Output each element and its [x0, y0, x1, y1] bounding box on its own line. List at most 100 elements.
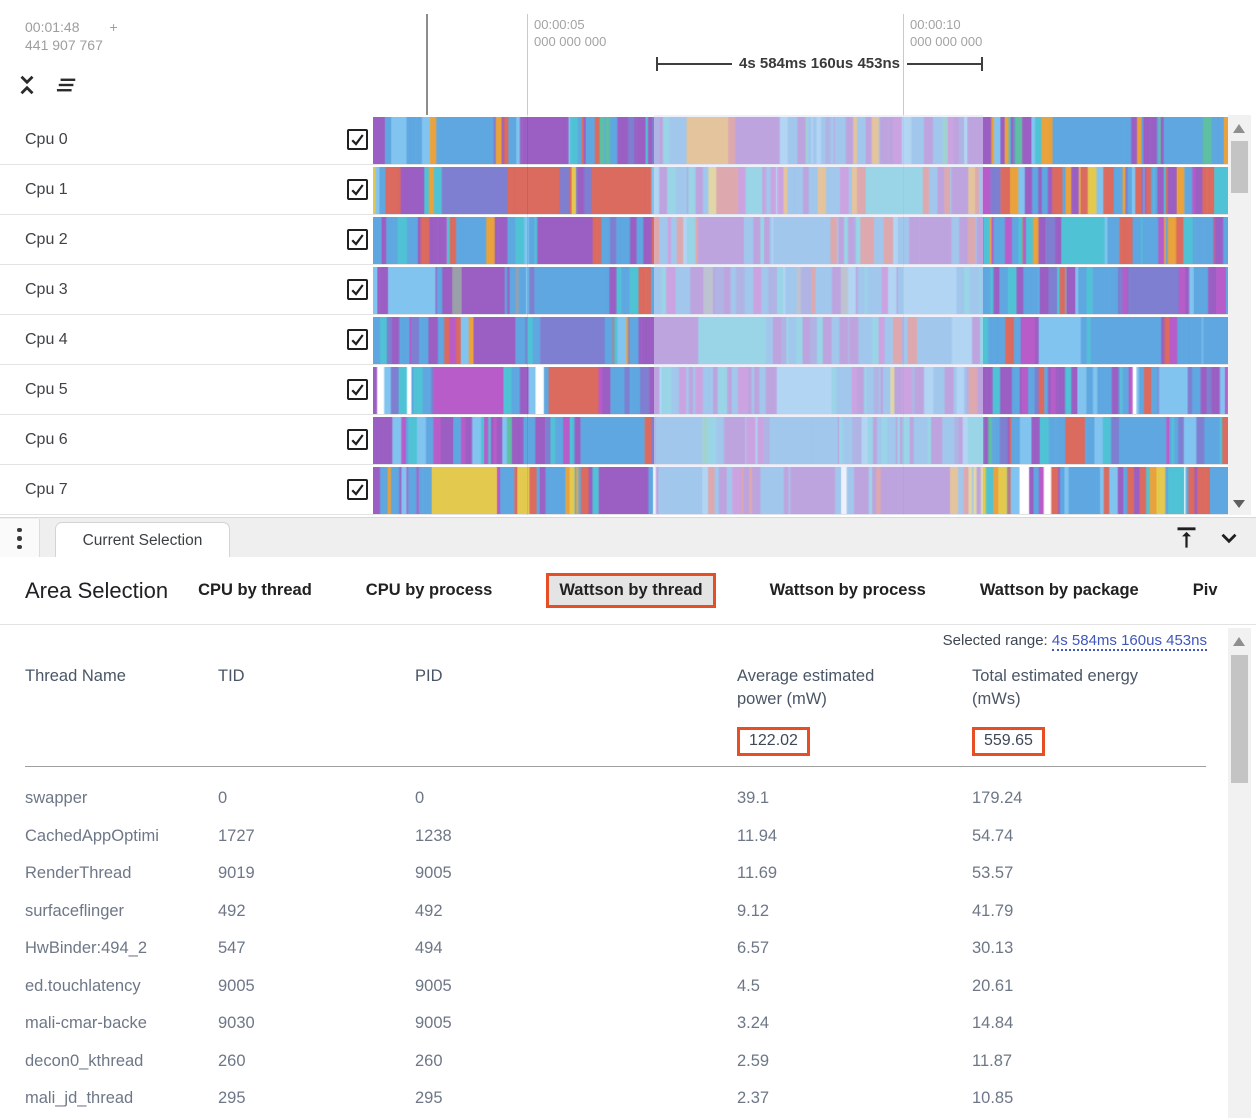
- tab-menu-button[interactable]: [0, 519, 40, 558]
- tab-label: Current Selection: [82, 531, 203, 549]
- origin-nanoseconds: 441 907 767: [25, 37, 103, 53]
- timeline-header: 00:01:48 + 441 907 767 00:00:05 000 000 00…: [0, 13, 1256, 115]
- col-pid[interactable]: PID: [415, 667, 443, 685]
- track-label: Cpu 0: [25, 130, 68, 148]
- col-thread-name[interactable]: Thread Name: [25, 667, 126, 685]
- selection-range-bracket: 4s 584ms 160us 453ns: [656, 55, 983, 72]
- col-avg-power[interactable]: Average estimated power (mW): [737, 667, 875, 708]
- scroll-up-arrow[interactable]: [1233, 637, 1245, 646]
- detail-tab-cpu-by-process[interactable]: CPU by process: [365, 581, 493, 599]
- checkmark-icon: [351, 484, 365, 496]
- table-row[interactable]: swapper 0 0 39.1 179.24: [25, 789, 1023, 808]
- cpu-track-canvas[interactable]: [373, 367, 1228, 414]
- track-row[interactable]: Cpu 2: [0, 215, 1228, 265]
- table-row[interactable]: mali-cmar-backe 9030 9005 3.24 14.84: [25, 1014, 1014, 1033]
- checkmark-icon: [351, 434, 365, 446]
- time-tick: 00:00:10 000 000 000: [903, 14, 982, 115]
- detail-tab-list: CPU by thread CPU by process Wattson by th…: [198, 573, 1218, 608]
- detail-tab-wattson-by-process[interactable]: Wattson by process: [769, 581, 926, 599]
- total-avg-power-value: 122.02: [737, 727, 810, 756]
- cpu-track-canvas[interactable]: [373, 217, 1228, 264]
- table-row[interactable]: decon0_kthread 260 260 2.59 11.87: [25, 1051, 1013, 1070]
- track-label: Cpu 5: [25, 380, 68, 398]
- track-label: Cpu 3: [25, 280, 68, 298]
- table-row[interactable]: mali_jd_thread 295 295 2.37 10.85: [25, 1089, 1014, 1108]
- detail-tab-wattson-by-thread[interactable]: Wattson by thread: [546, 573, 716, 608]
- track-checkbox[interactable]: [347, 279, 369, 300]
- table-row[interactable]: ed.touchlatency 9005 9005 4.5 20.61: [25, 976, 1014, 995]
- track-checkbox[interactable]: [347, 179, 369, 200]
- col-total-energy[interactable]: Total estimated energy (mWs): [972, 667, 1139, 708]
- track-row[interactable]: Cpu 0: [0, 115, 1228, 165]
- cpu-track-canvas[interactable]: [373, 117, 1228, 164]
- track-label: Cpu 2: [25, 230, 68, 248]
- table-scrollbar[interactable]: [1228, 628, 1251, 1118]
- track-label: Cpu 7: [25, 480, 68, 498]
- table-row[interactable]: HwBinder:494_2 547 494 6.57 30.13: [25, 939, 1014, 958]
- summary-row: 122.02 559.65: [0, 727, 1228, 756]
- selected-range-link[interactable]: 4s 584ms 160us 453ns: [1051, 632, 1207, 651]
- origin-time: 00:01:48: [25, 19, 80, 35]
- col-tid[interactable]: TID: [218, 667, 245, 685]
- collapse-panel-icon[interactable]: [1216, 525, 1242, 551]
- checkmark-icon: [351, 384, 365, 396]
- selection-duration-label: 4s 584ms 160us 453ns: [739, 55, 900, 72]
- total-energy-value: 559.65: [972, 727, 1045, 756]
- track-checkbox[interactable]: [347, 429, 369, 450]
- clear-all-icon[interactable]: [52, 74, 82, 96]
- checkmark-icon: [351, 234, 365, 246]
- timeline-scrollbar[interactable]: [1228, 115, 1251, 515]
- panel-title: Area Selection: [25, 577, 169, 603]
- track-row[interactable]: Cpu 4: [0, 315, 1228, 365]
- scroll-up-arrow[interactable]: [1233, 124, 1245, 133]
- track-row[interactable]: Cpu 6: [0, 415, 1228, 465]
- expand-panel-top-icon[interactable]: [1173, 524, 1200, 551]
- track-label: Cpu 1: [25, 180, 68, 198]
- divider: [0, 624, 1256, 625]
- track-panel-separator: [426, 14, 428, 115]
- scrollbar-thumb[interactable]: [1231, 655, 1248, 783]
- checkmark-icon: [351, 334, 365, 346]
- track-checkbox[interactable]: [347, 229, 369, 250]
- cpu-track-canvas[interactable]: [373, 417, 1228, 464]
- checkmark-icon: [351, 134, 365, 146]
- table-row[interactable]: surfaceflinger 492 492 9.12 41.79: [25, 901, 1014, 920]
- detail-tab-wattson-by-package[interactable]: Wattson by package: [979, 581, 1139, 599]
- scrollbar-thumb[interactable]: [1231, 141, 1248, 193]
- track-row[interactable]: Cpu 3: [0, 265, 1228, 315]
- track-label: Cpu 4: [25, 330, 68, 348]
- track-label: Cpu 6: [25, 430, 68, 448]
- track-checkbox[interactable]: [347, 479, 369, 500]
- cpu-track-canvas[interactable]: [373, 167, 1228, 214]
- wattson-table-area: Selected range: 4s 584ms 160us 453ns Thr…: [0, 625, 1228, 1118]
- cpu-tracks-area: Cpu 0 Cpu 1 Cpu 2: [0, 115, 1228, 515]
- tab-current-selection[interactable]: Current Selection: [55, 522, 230, 558]
- selected-range: Selected range: 4s 584ms 160us 453ns: [942, 632, 1207, 651]
- track-checkbox[interactable]: [347, 379, 369, 400]
- summary-divider: [25, 766, 1206, 767]
- detail-panel-header: Area Selection CPU by thread CPU by proce…: [0, 557, 1256, 624]
- track-checkbox[interactable]: [347, 329, 369, 350]
- time-tick: 00:00:05 000 000 000: [527, 14, 606, 115]
- cpu-track-canvas[interactable]: [373, 267, 1228, 314]
- scroll-down-arrow[interactable]: [1233, 500, 1245, 508]
- cpu-track-canvas[interactable]: [373, 317, 1228, 364]
- track-row[interactable]: Cpu 7: [0, 465, 1228, 515]
- table-body: swapper 0 0 39.1 179.24 CachedAppOptimi 1727 12…: [0, 780, 1228, 1118]
- table-header-row: Thread Name TID PID Average estimated po…: [0, 665, 1228, 711]
- collapse-tracks-icon[interactable]: [16, 73, 38, 97]
- detail-tab-cpu-by-thread[interactable]: CPU by thread: [198, 581, 312, 599]
- viewport-origin-label: 00:01:48 + 441 907 767: [25, 18, 118, 54]
- checkmark-icon: [351, 184, 365, 196]
- track-row[interactable]: Cpu 1: [0, 165, 1228, 215]
- checkmark-icon: [351, 284, 365, 296]
- track-checkbox[interactable]: [347, 129, 369, 150]
- plus-mark: +: [109, 19, 118, 35]
- table-row[interactable]: CachedAppOptimi 1727 1238 11.94 54.74: [25, 826, 1014, 845]
- table-row[interactable]: RenderThread 9019 9005 11.69 53.57: [25, 864, 1014, 883]
- track-row[interactable]: Cpu 5: [0, 365, 1228, 415]
- detail-tab-piv[interactable]: Piv: [1192, 581, 1218, 599]
- bottom-tab-strip: Current Selection: [0, 517, 1256, 558]
- cpu-track-canvas[interactable]: [373, 467, 1228, 514]
